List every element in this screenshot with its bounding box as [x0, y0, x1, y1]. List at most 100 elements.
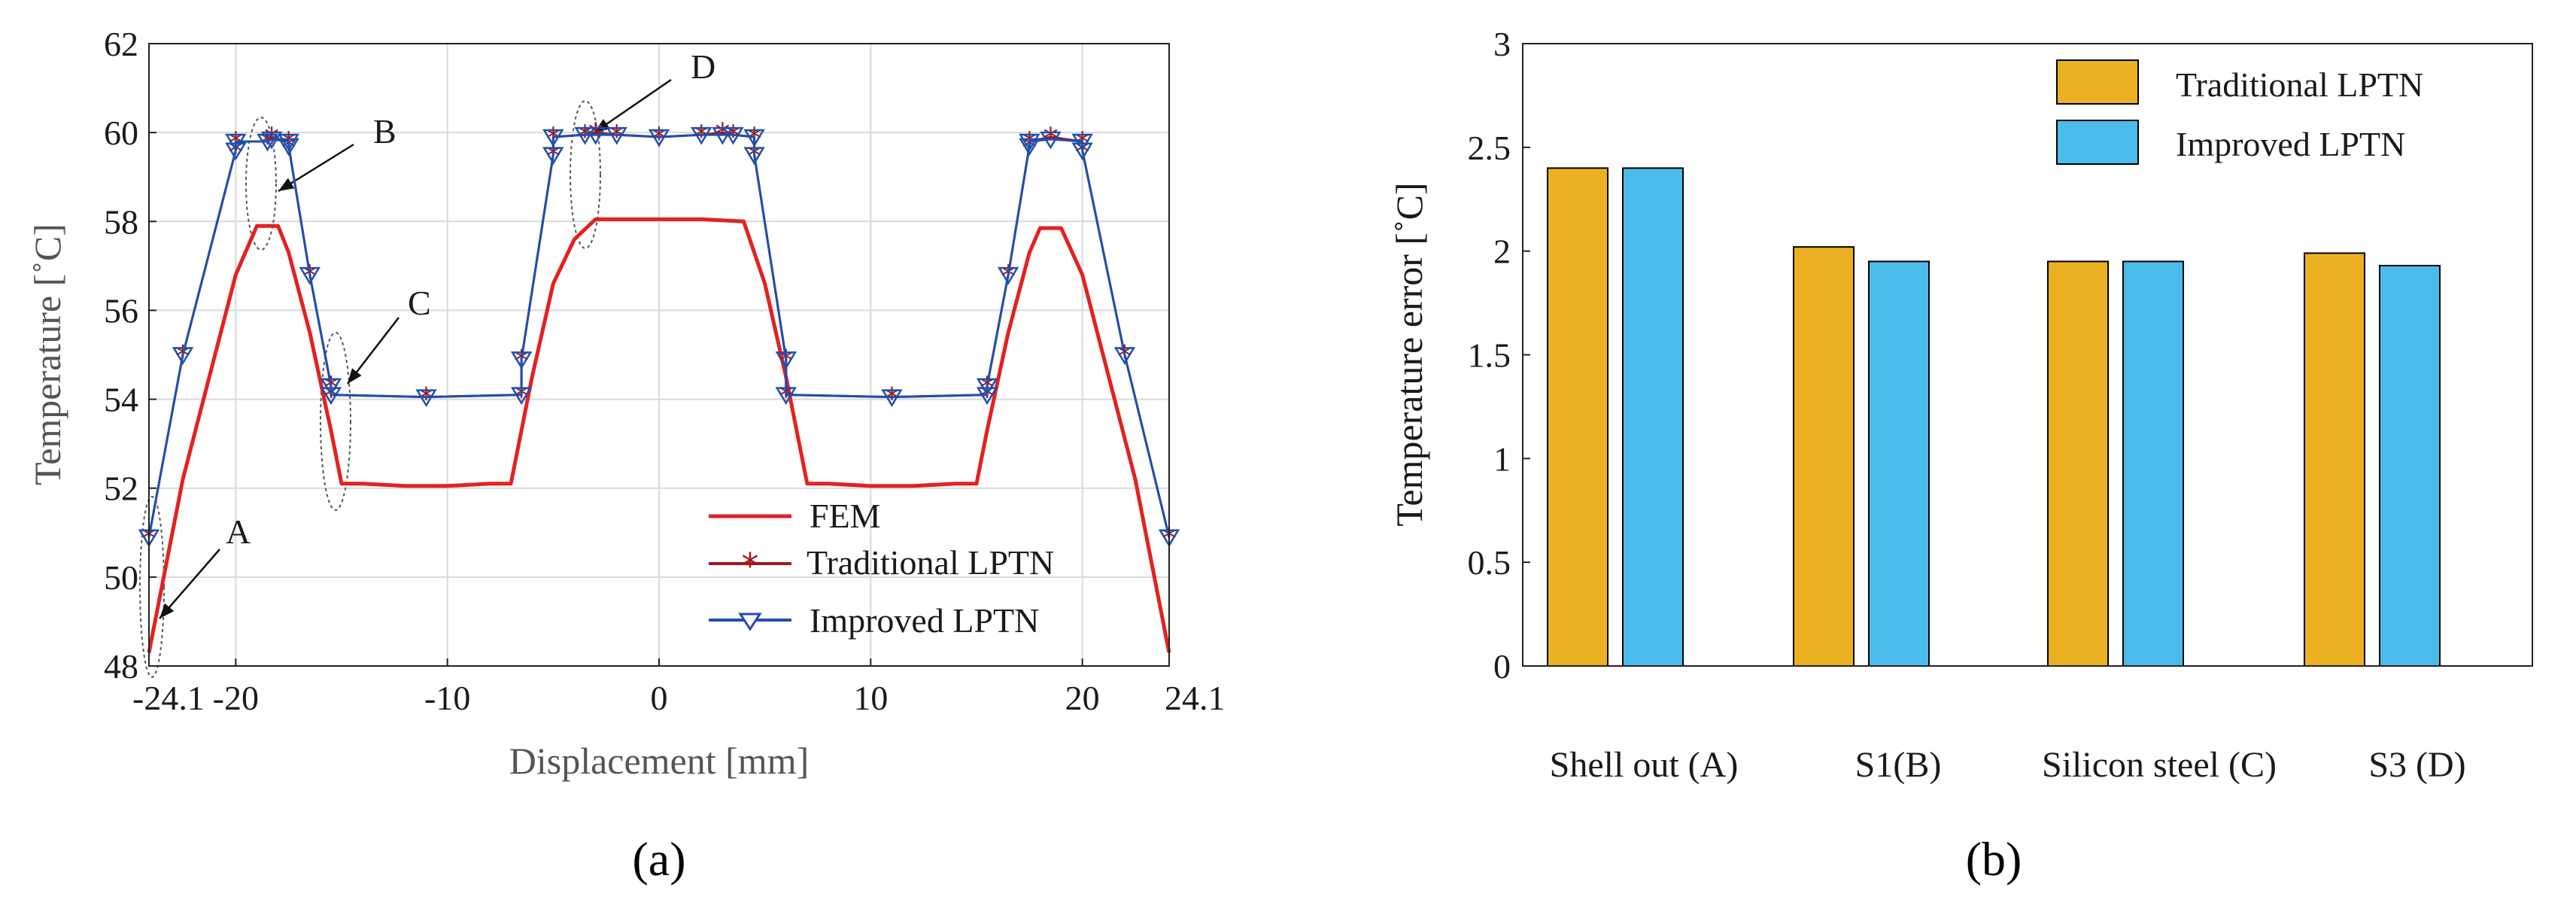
data-point-improved	[225, 133, 247, 152]
annotation-ellipse	[320, 332, 351, 511]
bar-chart-panel: 0 0.5 1 1.5 2 2.5 3 Shell out (A) S1(B) Silicon …	[1388, 25, 2533, 886]
annotation-ellipse	[139, 496, 165, 678]
annotation-ellipse	[245, 117, 277, 251]
data-point-improved	[1071, 142, 1093, 161]
y-tick-label: 52	[104, 470, 138, 508]
data-point-improved	[320, 387, 342, 406]
data-point-improved	[1071, 133, 1093, 152]
data-point-improved	[1019, 133, 1040, 152]
y-tick-label: 58	[104, 202, 138, 241]
annotation-label: C	[408, 284, 431, 322]
y-tick-label: 2	[1493, 233, 1511, 271]
annotation-arrowhead	[594, 119, 611, 132]
data-point-improved	[881, 389, 903, 408]
annotation-label: A	[226, 512, 251, 551]
data-point-improved	[722, 126, 744, 145]
data-point-improved	[225, 142, 247, 161]
category-label: S1(B)	[1855, 745, 1942, 785]
data-point-improved	[585, 126, 606, 145]
annotation-arrowhead	[278, 178, 295, 191]
plot-frame	[148, 43, 1170, 667]
data-point-improved	[260, 131, 283, 150]
y-tick-labels: 0 0.5 1 1.5 2 2.5 3	[1468, 25, 1530, 686]
bar-traditional-lptn	[2047, 260, 2109, 667]
data-point-improved	[415, 389, 437, 408]
y-tick-label: 2.5	[1468, 129, 1511, 167]
data-point-improved	[775, 351, 797, 369]
annotation-arrowhead	[348, 368, 362, 384]
legend: FEM * Traditional LPTN Improved LPTN	[709, 497, 1054, 640]
data-point-improved	[976, 378, 998, 397]
x-tick-label: 20	[1065, 679, 1100, 717]
data-point-improved	[691, 126, 712, 145]
x-axis-title: Displacement [mm]	[509, 740, 810, 782]
data-point-improved	[606, 126, 627, 145]
legend-swatch-improved	[2056, 120, 2139, 165]
x-tick-label: 24.1	[1165, 679, 1226, 717]
data-point-improved	[976, 387, 998, 406]
y-axis-title: Temperature error [˚C]	[1388, 182, 1430, 526]
annotation-ellipse	[570, 100, 601, 249]
legend-label-traditional: Traditional LPTN	[807, 543, 1054, 582]
category-label: Silicon steel (C)	[2042, 745, 2277, 785]
y-axis-title: Temperature [˚C]	[26, 223, 68, 485]
x-tick-label: -20	[213, 679, 259, 717]
plot-frame	[1522, 43, 2533, 667]
x-tick-label: 10	[853, 679, 888, 717]
series-line-improved-lptn	[147, 133, 1171, 538]
bar-improved-lptn	[2122, 260, 2184, 667]
data-point-traditional: *	[419, 382, 434, 417]
legend-label-fem: FEM	[810, 497, 881, 535]
legend-label-traditional: Traditional LPTN	[2176, 65, 2423, 104]
data-point-improved	[1113, 347, 1136, 365]
bars-layer	[1547, 167, 2441, 667]
y-tick-label: 60	[104, 114, 138, 152]
y-tick-label: 54	[104, 381, 138, 419]
x-tick-label: -24.1	[132, 679, 205, 717]
annotation-arrowhead	[159, 603, 175, 619]
y-tick-label: 0.5	[1468, 543, 1511, 582]
legend: Traditional LPTN Improved LPTN	[2056, 59, 2423, 165]
data-point-improved	[278, 138, 299, 157]
data-point-improved	[299, 266, 321, 285]
data-point-improved	[1019, 138, 1040, 157]
legend-swatch-traditional	[2056, 59, 2139, 105]
category-label: Shell out (A)	[1550, 745, 1739, 785]
data-point-improved	[574, 126, 596, 145]
data-point-improved	[542, 147, 564, 166]
data-point-improved	[743, 147, 765, 166]
annotation-label: B	[373, 112, 396, 150]
data-point-improved	[278, 133, 299, 152]
data-point-improved	[712, 126, 734, 145]
series-line-fem	[147, 217, 1171, 653]
legend-label-improved: Improved LPTN	[810, 601, 1039, 640]
data-point-traditional: *	[652, 122, 667, 157]
grid	[148, 43, 1170, 667]
y-tick-label: 62	[104, 25, 138, 63]
y-tick-labels: 48 50 52 54 56 58 60 62	[104, 25, 138, 686]
bar-improved-lptn	[1622, 167, 1684, 667]
y-tick-label: 1	[1493, 439, 1511, 478]
y-tick-label: 1.5	[1468, 336, 1511, 375]
legend-label-improved: Improved LPTN	[2176, 125, 2405, 163]
legend-marker-improved	[738, 613, 762, 631]
data-point-traditional: *	[694, 120, 709, 154]
data-point-improved	[743, 129, 765, 147]
x-tick-label: 0	[651, 679, 668, 717]
bar-traditional-lptn	[1793, 246, 1855, 667]
data-point-improved	[775, 387, 797, 406]
annotation-label: D	[691, 47, 715, 86]
x-tick-labels: -24.1 -20 -10 0 10 20 24.1	[132, 679, 1226, 717]
y-tick-label: 50	[104, 558, 138, 597]
y-tick-label: 3	[1493, 25, 1511, 63]
data-point-improved	[510, 387, 533, 406]
data-point-improved	[542, 129, 564, 147]
data-point-traditional: *	[609, 120, 624, 154]
data-point-traditional: *	[884, 382, 899, 417]
data-point-improved	[997, 266, 1019, 285]
annotation-arrow	[159, 549, 220, 619]
data-point-improved	[257, 133, 278, 152]
bar-improved-lptn	[2379, 264, 2441, 667]
line-chart-panel: 48 50 52 54 56 58 60 62 -24.1 -20 -10 0 10 20 24.1 A B…	[26, 25, 1226, 886]
